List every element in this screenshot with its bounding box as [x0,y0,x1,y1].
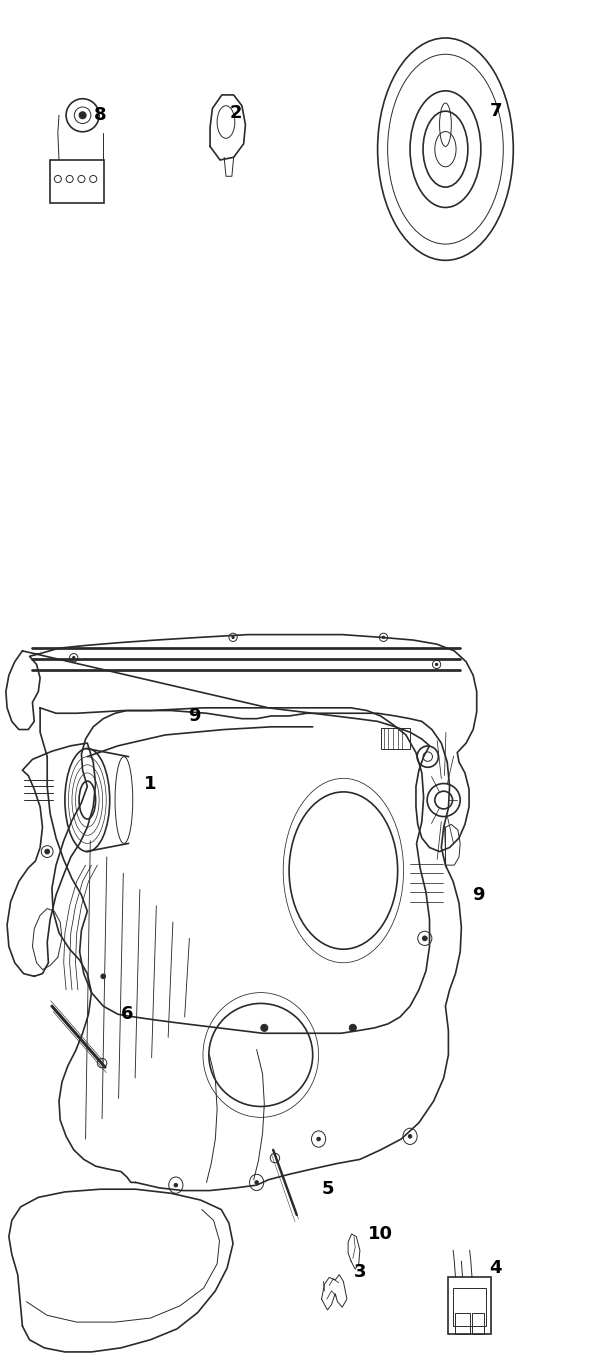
Circle shape [174,1184,178,1186]
Circle shape [79,111,86,119]
Circle shape [45,849,50,854]
Bar [381,728,410,749]
Circle shape [382,636,385,639]
Text: 2: 2 [230,103,242,122]
Circle shape [101,974,106,979]
Circle shape [422,936,427,941]
Text: 6: 6 [120,1005,133,1024]
Circle shape [349,1024,356,1032]
Bar [472,1313,484,1334]
Circle shape [73,656,75,659]
Circle shape [317,1138,320,1140]
Circle shape [435,663,438,666]
Text: 9: 9 [188,706,201,725]
Bar [448,1277,491,1334]
Text: 7: 7 [489,102,502,121]
Bar [455,1313,470,1334]
Text: 3: 3 [353,1262,366,1281]
Circle shape [255,1181,258,1184]
Circle shape [261,1024,268,1032]
Text: 5: 5 [321,1180,334,1199]
Bar [453,1288,486,1326]
Circle shape [232,636,234,639]
Text: 8: 8 [94,106,107,125]
Circle shape [408,1135,412,1138]
Text: 4: 4 [489,1258,502,1277]
Text: 10: 10 [368,1224,393,1243]
Bar [50,160,104,203]
Text: 1: 1 [144,774,157,793]
Text: 9: 9 [471,885,484,904]
